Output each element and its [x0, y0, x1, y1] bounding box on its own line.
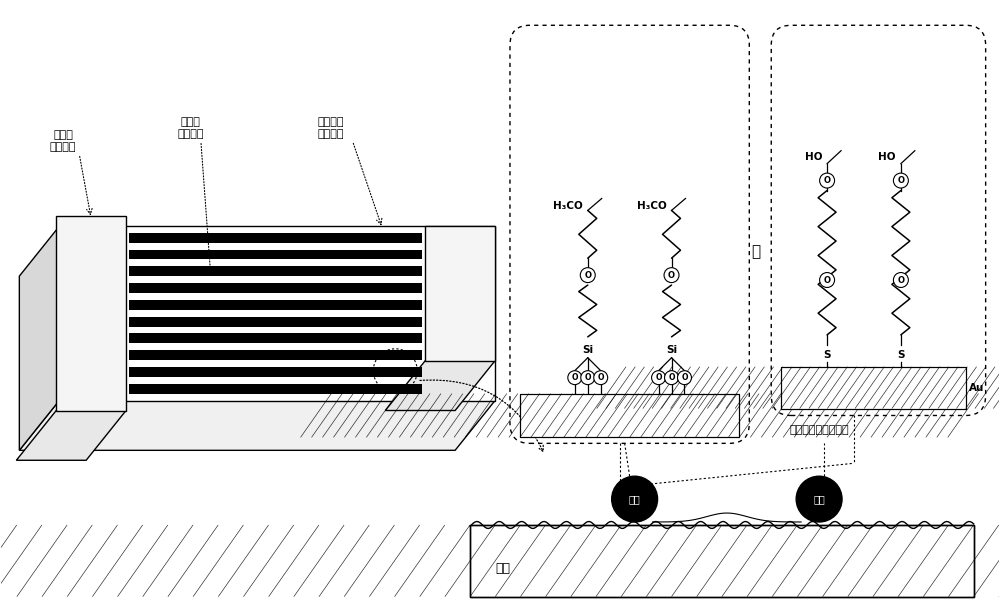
Bar: [520, 393, 739, 438]
Text: O: O: [681, 373, 688, 382]
Text: 可细胞
黏附纤维: 可细胞 黏附纤维: [178, 117, 204, 139]
Polygon shape: [59, 227, 495, 401]
Polygon shape: [129, 233, 422, 242]
Bar: [781, 367, 966, 408]
Circle shape: [580, 268, 595, 282]
Polygon shape: [129, 250, 422, 259]
Circle shape: [568, 371, 582, 385]
Text: 纤维: 纤维: [629, 494, 640, 504]
Circle shape: [581, 371, 595, 385]
Polygon shape: [129, 333, 422, 343]
Circle shape: [594, 371, 608, 385]
Text: Si: Si: [666, 345, 677, 355]
Polygon shape: [129, 384, 422, 393]
Bar: [470, 525, 974, 597]
Text: O: O: [824, 276, 831, 284]
Polygon shape: [129, 266, 422, 276]
Polygon shape: [129, 367, 422, 377]
Text: Au: Au: [969, 382, 984, 393]
Text: S: S: [897, 350, 905, 360]
Text: O: O: [824, 176, 831, 185]
Bar: [520, 393, 739, 438]
Text: O: O: [584, 271, 591, 279]
Text: O: O: [655, 373, 662, 382]
Polygon shape: [129, 316, 422, 327]
Text: S: S: [823, 350, 831, 360]
Circle shape: [893, 173, 908, 188]
Polygon shape: [19, 227, 59, 450]
Polygon shape: [19, 401, 495, 450]
Polygon shape: [385, 361, 495, 410]
Circle shape: [665, 371, 679, 385]
Circle shape: [652, 371, 666, 385]
Text: O: O: [585, 373, 591, 382]
Text: O: O: [668, 373, 675, 382]
Text: H₃CO: H₃CO: [553, 201, 583, 211]
Circle shape: [893, 273, 908, 287]
Bar: [781, 367, 966, 408]
Text: O: O: [668, 271, 675, 279]
Polygon shape: [425, 227, 495, 361]
Circle shape: [664, 268, 679, 282]
Text: 纤维与基
底粘接区: 纤维与基 底粘接区: [317, 117, 344, 139]
Circle shape: [612, 476, 658, 522]
Circle shape: [796, 476, 842, 522]
Polygon shape: [129, 283, 422, 293]
Circle shape: [678, 371, 691, 385]
Bar: [470, 525, 974, 597]
Text: O: O: [597, 373, 604, 382]
Text: O: O: [897, 176, 904, 185]
Text: 抗细胞
黏附基底: 抗细胞 黏附基底: [50, 130, 76, 152]
Polygon shape: [129, 350, 422, 360]
Text: O: O: [897, 276, 904, 284]
Text: 基底: 基底: [495, 562, 510, 575]
Text: 抗细胞黏附单分子层: 抗细胞黏附单分子层: [789, 425, 849, 436]
Text: Si: Si: [582, 345, 593, 355]
Text: H₃CO: H₃CO: [637, 201, 667, 211]
Polygon shape: [129, 300, 422, 310]
Text: HO: HO: [878, 152, 896, 162]
Text: HO: HO: [805, 152, 822, 162]
Polygon shape: [56, 216, 126, 410]
Circle shape: [820, 173, 835, 188]
Circle shape: [820, 273, 835, 287]
Polygon shape: [16, 410, 126, 461]
Text: 或: 或: [752, 244, 761, 259]
Text: O: O: [572, 373, 578, 382]
Text: 纤维: 纤维: [813, 494, 825, 504]
